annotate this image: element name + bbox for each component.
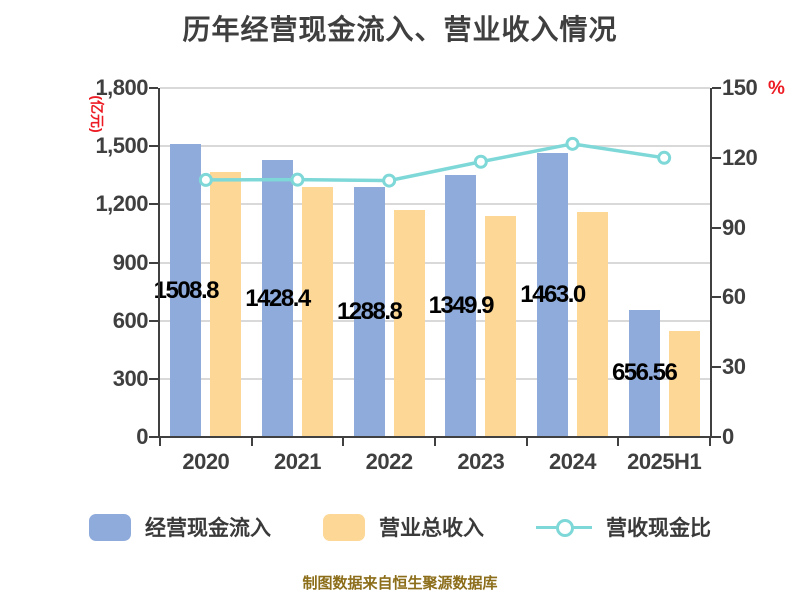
x-axis-tick-mark [159, 438, 161, 446]
y-axis-tick-label-right: 90 [722, 214, 746, 240]
y-axis-tick-mark-right [712, 156, 721, 159]
y-axis-tick-mark-right [712, 87, 721, 89]
x-axis-category-label: 2023 [457, 449, 505, 474]
legend-item-cash-inflow: 经营现金流入 [89, 512, 271, 542]
bar-revenue [577, 211, 608, 437]
bar-value-label: 1428.4 [245, 284, 311, 312]
ratio-marker [290, 172, 305, 187]
x-axis-tick-mark [709, 438, 711, 446]
bar-value-label: 1463.0 [520, 281, 586, 309]
bar-value-label: 1349.9 [428, 292, 495, 320]
y-axis-tick-label-right: 120 [722, 144, 758, 170]
bar-cash-inflow [628, 309, 660, 437]
y-axis-tick-mark-right [712, 226, 721, 229]
legend-label-ratio: 营收现金比 [606, 517, 711, 540]
bar-cash-inflow [262, 160, 293, 437]
y-axis-tick-label-left: 1,500 [95, 133, 148, 159]
y-axis-tick-label-right: 0 [722, 424, 734, 449]
y-axis-tick-label-left: 600 [112, 307, 149, 333]
grid-line [160, 87, 710, 89]
ratio-marker [473, 154, 488, 169]
grid-line [160, 145, 710, 148]
ratio-marker [382, 173, 397, 188]
x-axis-tick-mark [434, 438, 436, 446]
y-axis-tick-mark-left [149, 319, 158, 322]
y-axis-tick-mark-left [149, 87, 158, 89]
grid-line [160, 377, 710, 380]
ratio-marker [565, 136, 580, 151]
y-axis-right [710, 88, 712, 437]
x-axis-tick-mark [342, 438, 345, 446]
x-axis-category-label: 2021 [274, 449, 321, 474]
y-axis-tick-mark-left [149, 436, 158, 438]
ratio-line [205, 142, 665, 183]
y-axis-tick-label-right: 60 [722, 284, 746, 310]
legend-label-cash-inflow: 经营现金流入 [145, 517, 271, 540]
bar-cash-inflow [537, 153, 568, 437]
y-axis-tick-mark-left [149, 203, 158, 206]
legend-label-revenue: 营业总收入 [379, 517, 484, 540]
bar-cash-inflow [170, 144, 202, 437]
y-axis-tick-label-left: 0 [136, 424, 148, 449]
legend: 经营现金流入 营业总收入 营收现金比 [0, 512, 800, 542]
x-axis-tick-mark [617, 438, 620, 446]
y-axis-tick-label-right: 30 [722, 354, 746, 380]
x-axis-category-label: 2020 [182, 449, 230, 474]
y-axis-tick-label-left: 300 [112, 365, 149, 391]
bar-value-label: 1288.8 [336, 298, 403, 326]
bar-value-label: 656.56 [611, 359, 678, 387]
y-axis-tick-mark-right [712, 296, 721, 299]
x-axis-tick-mark [525, 438, 528, 446]
x-axis-category-label: 2024 [549, 449, 596, 474]
data-source-note: 制图数据来自恒生聚源数据库 [302, 575, 498, 592]
cash-inflow-swatch-icon [89, 513, 131, 541]
bar-revenue [302, 186, 333, 437]
chart-title: 历年经营现金流入、营业收入情况 [182, 14, 618, 45]
grid-line [160, 261, 710, 264]
bar-revenue [393, 210, 425, 437]
y-axis-tick-mark-right [712, 366, 721, 369]
x-axis [158, 436, 712, 438]
right-axis-unit-label: % [768, 78, 785, 99]
y-axis-tick-mark-right [712, 436, 721, 438]
bar-cash-inflow [445, 175, 477, 437]
y-axis-tick-mark-left [149, 377, 158, 380]
ratio-line-swatch-icon [536, 514, 592, 541]
ratio-line-layer [198, 136, 672, 188]
bar-revenue [668, 330, 700, 437]
y-axis-tick-label-left: 900 [112, 249, 149, 275]
bar-revenue [485, 215, 517, 437]
bar-value-label: 1508.8 [153, 276, 220, 304]
legend-item-revenue: 营业总收入 [323, 512, 484, 542]
y-axis-tick-label-left: 1,800 [95, 75, 148, 100]
bar-revenue [210, 172, 242, 437]
y-axis-tick-mark-left [149, 145, 158, 148]
revenue-swatch-icon [323, 513, 365, 541]
x-axis-category-label: 2025H1 [627, 449, 702, 474]
plot-area: 1508.8 1428.4 1288.8 1349.9 1463.0 656.56 [154, 87, 710, 437]
y-axis-tick-mark-left [149, 261, 158, 264]
x-axis-tick-mark [250, 438, 253, 446]
grid-line [160, 319, 710, 322]
y-axis-tick-label-left: 1,200 [95, 191, 148, 217]
legend-item-ratio: 营收现金比 [536, 512, 711, 542]
ratio-marker [657, 150, 672, 165]
x-axis-category-label: 2022 [365, 449, 413, 474]
y-axis-left [158, 88, 160, 437]
ratio-marker [198, 172, 213, 187]
grid-line [160, 203, 710, 206]
bar-cash-inflow [353, 187, 385, 437]
y-axis-tick-label-right: 150 [722, 75, 758, 100]
